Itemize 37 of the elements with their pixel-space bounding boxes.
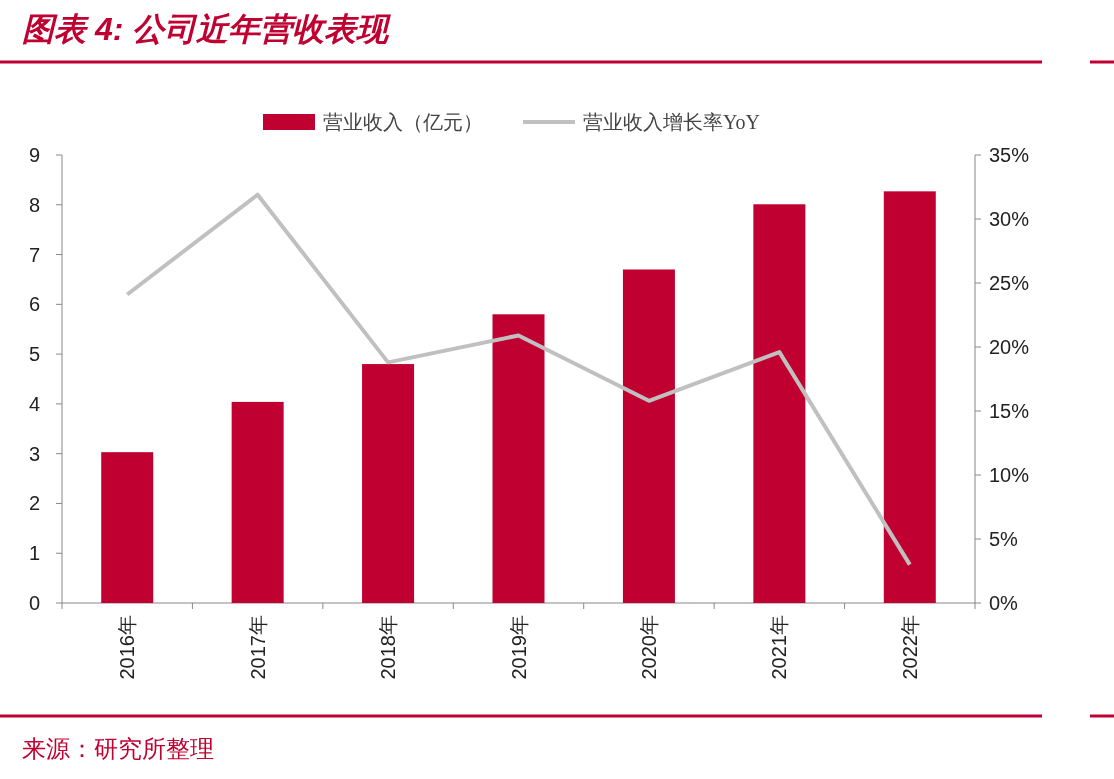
- x-tick-label: 2016年: [116, 615, 139, 680]
- bar: [753, 204, 806, 603]
- chart-title: 图表 4: 公司近年营收表现: [22, 11, 392, 47]
- y2-tick-label: 15%: [989, 400, 1030, 422]
- y2-tick-label: 0%: [989, 592, 1019, 614]
- x-tick-label: 2019年: [507, 615, 530, 680]
- bar: [362, 364, 415, 603]
- legend-label: 营业收入（亿元）: [323, 111, 483, 133]
- y-tick-label: 7: [28, 243, 40, 266]
- bar: [492, 314, 545, 603]
- source-note: 来源：研究所整理: [22, 735, 214, 762]
- bar: [883, 191, 936, 603]
- line-series: [125, 192, 912, 567]
- bar: [622, 269, 675, 603]
- y2-tick-label: 10%: [989, 464, 1030, 486]
- y-tick-label: 5: [28, 343, 40, 366]
- y2-tick-label: 20%: [989, 336, 1030, 358]
- y2-tick-label: 5%: [989, 528, 1019, 550]
- x-tick-label: 2017年: [246, 615, 269, 680]
- x-tick-label: 2020年: [637, 615, 660, 680]
- y-tick-label: 1: [28, 542, 40, 565]
- y-tick-label: 3: [28, 442, 40, 465]
- x-tick-label: 2018年: [377, 615, 400, 680]
- y-tick-label: 9: [28, 144, 40, 166]
- y2-tick-label: 35%: [989, 144, 1030, 166]
- y-tick-label: 2: [28, 492, 40, 515]
- y2-tick-label: 25%: [989, 272, 1030, 294]
- y-tick-label: 4: [28, 392, 40, 415]
- bar: [101, 452, 154, 603]
- legend-label: 营业收入增长率YoY: [583, 111, 760, 133]
- bar: [231, 401, 284, 603]
- y2-tick-label: 30%: [989, 208, 1030, 230]
- y-tick-label: 0: [28, 592, 40, 614]
- y-tick-label: 6: [28, 293, 40, 316]
- x-tick-label: 2022年: [898, 615, 921, 680]
- x-tick-label: 2021年: [768, 615, 791, 680]
- y-tick-label: 8: [28, 193, 40, 216]
